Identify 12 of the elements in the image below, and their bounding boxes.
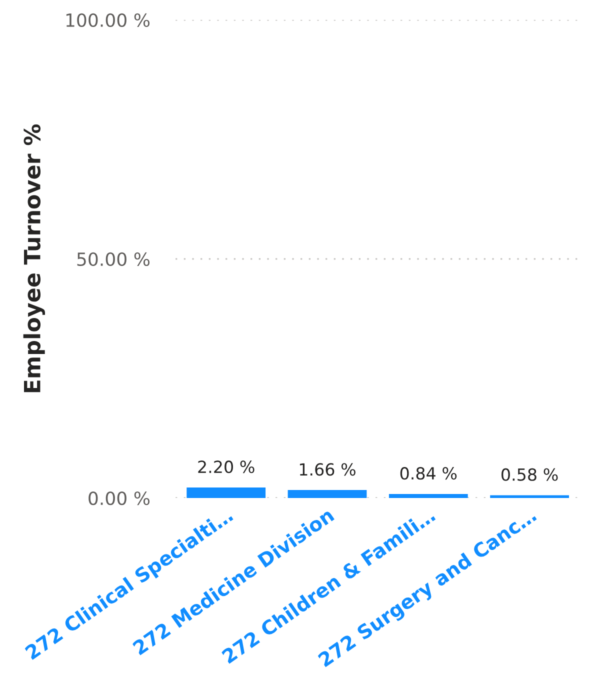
bar [490, 495, 569, 498]
data-label: 2.20 % [198, 460, 254, 474]
y-tick-label: 50.00 % [77, 252, 150, 266]
data-label: 0.84 % [400, 467, 457, 480]
y-axis-title: Employee Turnover % [23, 124, 46, 392]
data-label: 1.66 % [300, 463, 356, 476]
bar [388, 494, 468, 498]
bar [186, 487, 266, 498]
data-label: 0.58 % [502, 468, 558, 481]
y-tick-label: 100.00 % [66, 13, 150, 27]
bar [288, 490, 367, 498]
y-tick-label: 0.00 % [88, 491, 150, 506]
